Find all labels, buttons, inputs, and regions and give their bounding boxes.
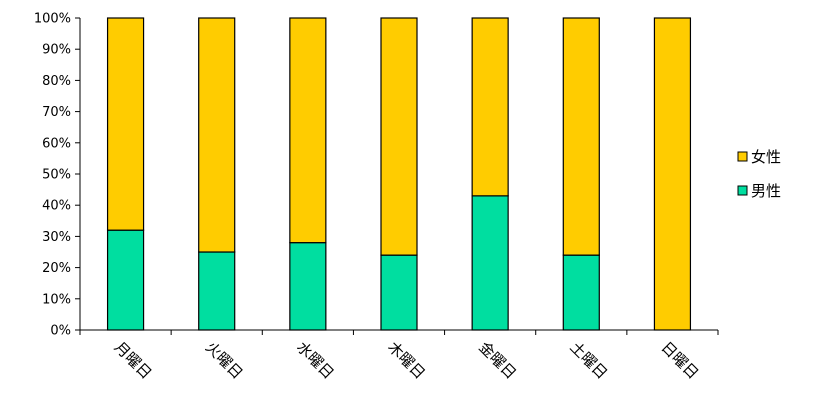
x-category-label: 土曜日 [566,338,611,383]
legend-label: 女性 [751,148,781,166]
x-category-label: 火曜日 [202,338,247,383]
y-axis-ticks: 0% 10% 20% 30% 40% 50% 60% 70% 80% 90% 100% [34,12,80,339]
bar-segment-男性-水曜日 [289,242,327,331]
y-tick-label: 30% [42,230,71,245]
y-tick-label: 90% [42,43,71,58]
y-tick-label: 20% [42,261,71,276]
bar-segment-女性-金曜日 [471,17,509,197]
y-tick-label: 50% [42,168,71,183]
bar-segment-女性-火曜日 [198,17,236,253]
legend-swatch [737,151,748,162]
y-tick-label: 60% [42,136,71,151]
x-axis-ticks [79,330,719,335]
x-category-label: 木曜日 [384,338,429,383]
x-category-label: 日曜日 [658,338,703,383]
bars [106,17,692,331]
x-category-label: 月曜日 [111,338,156,383]
bar-segment-男性-金曜日 [471,195,509,331]
y-tick-label: 40% [42,199,71,214]
y-tick-label: 70% [42,105,71,120]
bar-segment-男性-火曜日 [198,251,236,331]
legend-swatch [737,185,748,196]
y-tick-label: 100% [34,12,71,27]
y-tick-label: 10% [42,292,71,307]
legend-label: 男性 [751,182,781,200]
y-tick-label: 0% [50,324,71,339]
x-axis-category-labels: 月曜日 火曜日 水曜日 木曜日 金曜日 土曜日 日曜日 [111,338,702,383]
bar-segment-男性-木曜日 [380,254,418,331]
x-category-label: 金曜日 [475,338,520,383]
bar-segment-男性-月曜日 [106,229,145,331]
bar-segment-男性-土曜日 [562,254,600,331]
bar-segment-女性-木曜日 [380,17,418,256]
bar-segment-女性-月曜日 [106,17,145,231]
bar-segment-女性-土曜日 [562,17,600,256]
bar-segment-女性-水曜日 [289,17,327,244]
bar-segment-女性-日曜日 [653,17,692,331]
x-category-label: 水曜日 [293,338,338,383]
y-tick-label: 80% [42,74,71,89]
